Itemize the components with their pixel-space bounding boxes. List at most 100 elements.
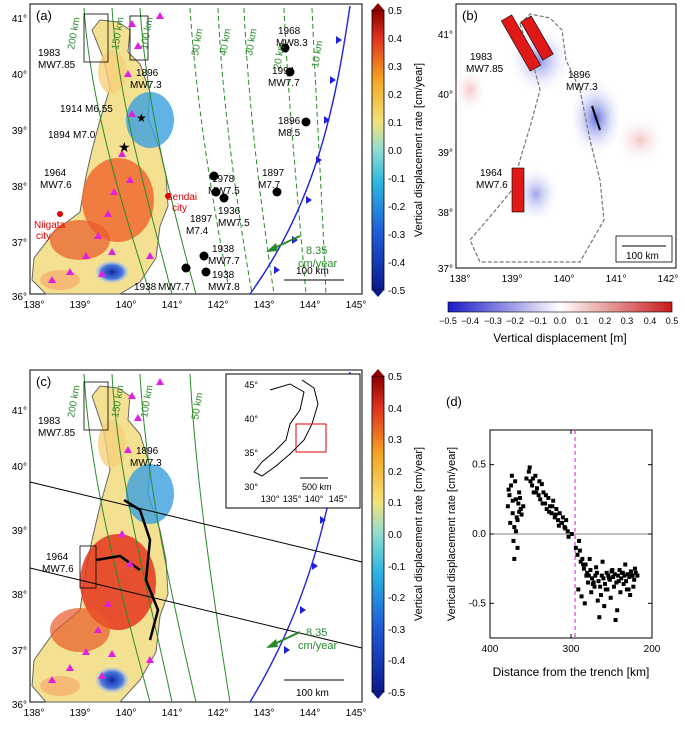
velocity-unit-a: cm/year (298, 258, 337, 270)
red-zone-south (50, 220, 110, 260)
eq1938b-year-a: 1938 (212, 270, 235, 281)
data-point (575, 552, 580, 557)
data-point (534, 490, 539, 495)
eq1938b-mag-a: MW7.8 (208, 282, 240, 293)
lon-tick-a-2: 140° (116, 300, 137, 311)
eq1964-year-c: 1964 (46, 552, 69, 563)
red-zone-south-c (50, 608, 110, 652)
profile-stations-path-2 (95, 554, 141, 572)
cb-b-tick-3: −0.2 (506, 316, 524, 326)
eq1964-mag-b: MW7.6 (476, 180, 508, 191)
data-point (635, 573, 640, 578)
colorbar-c: 0.5 0.4 0.3 0.2 0.1 0.0 -0.1 -0.2 -0.3 -… (371, 369, 425, 699)
lon-tick-b-2: 140° (554, 274, 575, 285)
data-point (505, 504, 510, 509)
velocity-arrowhead-c (266, 639, 278, 648)
lon-tick-a-6: 144° (300, 300, 321, 311)
eq1897-mag-a: M7.7 (258, 180, 281, 191)
chart-d-xlabel: Distance from the trench [km] (493, 665, 650, 679)
data-point (515, 545, 520, 550)
colorbar-a-bottom-cap (372, 290, 384, 297)
data-point (554, 507, 559, 512)
cb-a-tick-3: 0.2 (388, 90, 402, 101)
data-point (537, 479, 542, 484)
data-point (539, 482, 544, 487)
eq1896-mag-c: MW7.3 (130, 458, 162, 469)
data-point (593, 573, 598, 578)
panel-c-label: (c) (36, 374, 51, 389)
eq1994-year-a: 1994 (272, 66, 295, 77)
eq1983-year-b: 1983 (470, 52, 493, 63)
data-point (543, 501, 548, 506)
cb-b-title: Vertical displacement [m] (493, 331, 626, 345)
data-point (530, 483, 535, 488)
eq1914-a: 1914 M6.55 (60, 104, 113, 115)
data-point (597, 615, 602, 620)
colorbar-b-gradient (447, 301, 673, 313)
dist-20km-a: 20 km (272, 42, 288, 71)
inset-focus-box (295, 423, 327, 453)
data-point (581, 566, 586, 571)
lat-tick-c-5: 41° (12, 406, 27, 417)
eq1964-year-b: 1964 (480, 168, 503, 179)
city-niigata: Niigata (34, 220, 66, 231)
cb-b-tick-5: 0.0 (554, 316, 567, 326)
x-tick-label: 400 (482, 644, 499, 655)
cb-a-tick-0: 0.5 (388, 6, 402, 17)
data-point (534, 486, 539, 491)
eq1896b-mag-a: M8.5 (278, 128, 301, 139)
velocity-value-c: 8.35 (306, 627, 327, 639)
inset-scale-label: 500 km (302, 482, 332, 492)
lon-tick-b-0: 138° (450, 274, 471, 285)
yellow-zone-north-c (98, 420, 126, 468)
data-point (508, 520, 513, 525)
data-point (610, 568, 615, 573)
chart-d-ylabel: Vertical displacement rate [cm/year] (446, 447, 458, 621)
inset-lon-2: 140° (305, 494, 324, 504)
data-point (585, 570, 590, 575)
cb-b-tick-8: 0.3 (621, 316, 634, 326)
cb-c-tick-3: 0.2 (388, 467, 402, 478)
eq1978-year-a: 1978 (212, 174, 235, 185)
lat-tick-c-4: 40° (12, 462, 27, 473)
eq1896-year-b: 1896 (568, 70, 591, 81)
colorbar-c-bottom-cap (372, 692, 384, 699)
data-point (603, 587, 608, 592)
cb-a-tick-8: -0.3 (388, 230, 406, 241)
data-point (564, 518, 569, 523)
data-point (617, 568, 622, 573)
lon-tick-a-0: 138° (24, 300, 45, 311)
colorbar-a-gradient (371, 9, 385, 291)
fault-1964-c (79, 545, 97, 589)
data-point (510, 498, 515, 503)
data-point (546, 495, 551, 500)
cb-a-tick-7: -0.2 (388, 202, 406, 213)
city-sendai: Sendai (166, 192, 197, 203)
data-point (615, 608, 620, 613)
yellow-zone-north (98, 50, 126, 94)
cb-c-tick-1: 0.4 (388, 404, 402, 415)
dist-30km-a: 30 km (244, 28, 260, 57)
data-point (512, 556, 517, 561)
data-point (589, 590, 594, 595)
data-point (603, 581, 608, 586)
distance-contours-a (83, 7, 327, 295)
data-point (613, 617, 618, 622)
data-point (588, 568, 593, 573)
data-point (578, 559, 583, 564)
eq1964-mag-c: MW7.6 (42, 564, 74, 575)
panel-d: (d) 0.5 0.0 -0.5 400 300 200 Distance from th… (446, 394, 661, 679)
eq1897b-mag-a: M7.4 (186, 226, 209, 237)
data-point (579, 594, 584, 599)
eq1938c-year-a: 1938 (134, 282, 157, 293)
data-point (519, 512, 524, 517)
b-fault-1964 (511, 167, 525, 213)
data-point (626, 587, 631, 592)
cb-c-title: Vertical displacement rate [cm/year] (413, 447, 425, 621)
data-point (590, 576, 595, 581)
cb-b-tick-9: 0.4 (644, 316, 657, 326)
cb-b-tick-4: −0.1 (529, 316, 547, 326)
data-point (509, 473, 514, 478)
dist-40km-a: 40 km (218, 28, 234, 57)
data-point (586, 580, 591, 585)
